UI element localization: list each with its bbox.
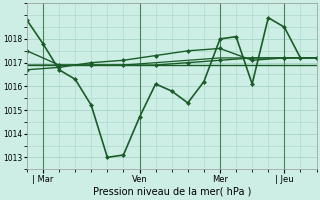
X-axis label: Pression niveau de la mer( hPa ): Pression niveau de la mer( hPa ) bbox=[92, 187, 251, 197]
